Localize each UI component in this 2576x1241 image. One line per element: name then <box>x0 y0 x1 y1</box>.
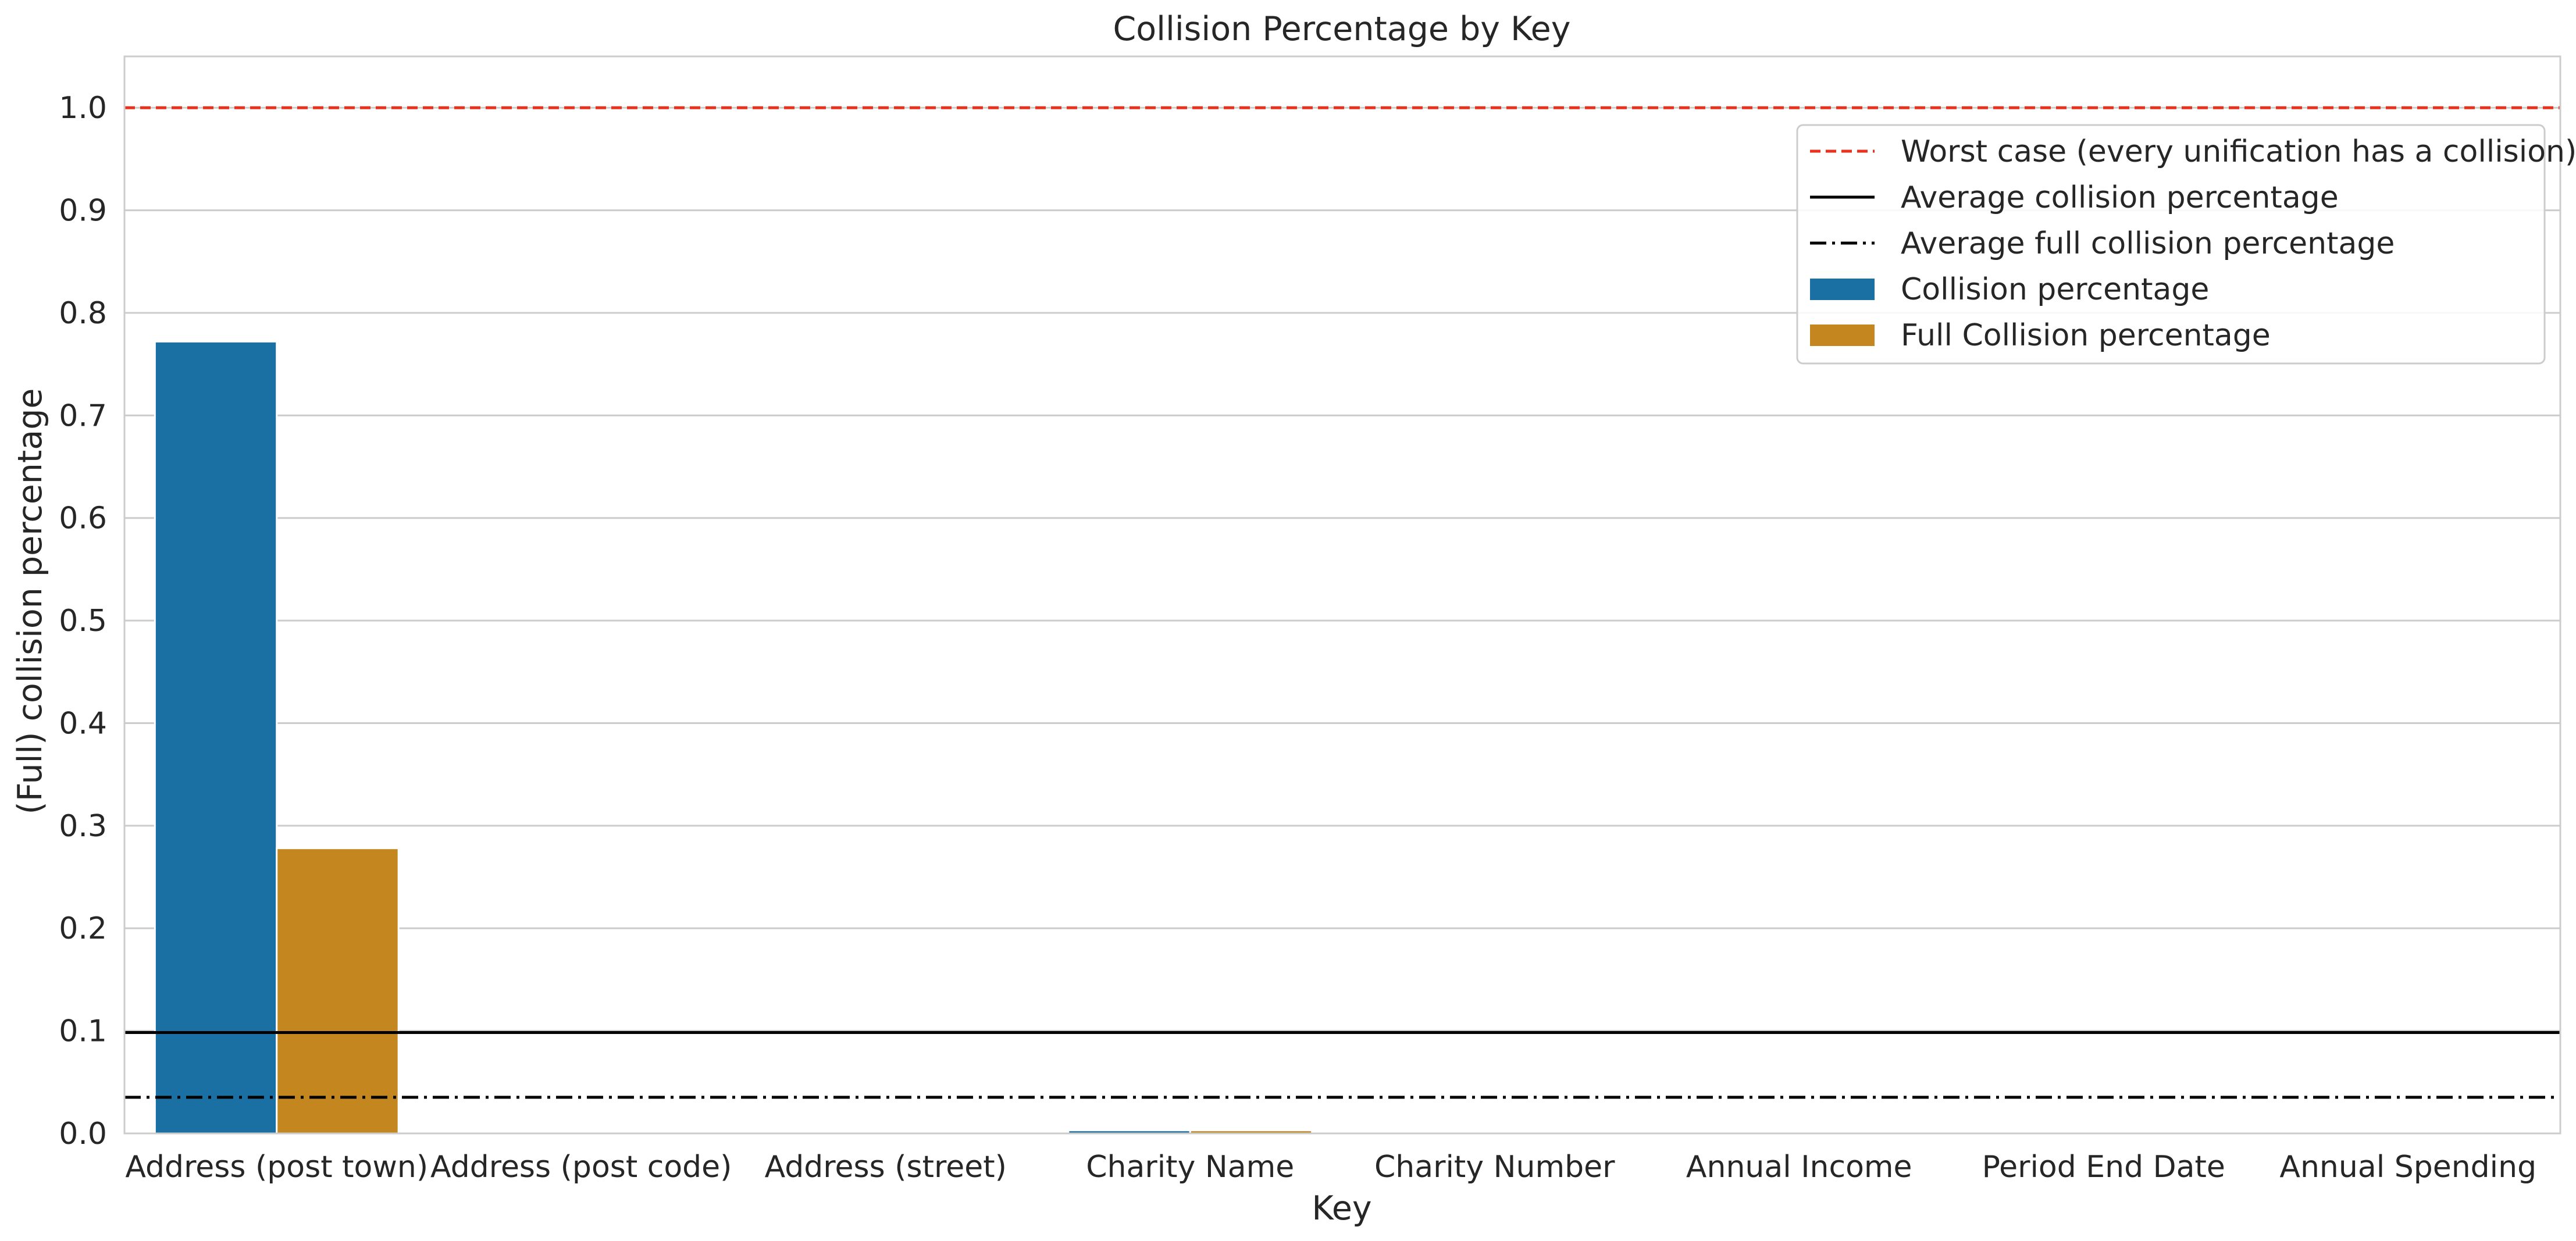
y-tick-label: 0.9 <box>59 194 107 229</box>
x-tick-label: Charity Number <box>1374 1150 1615 1185</box>
legend-label: Average full collision percentage <box>1901 226 2395 261</box>
y-axis-label: (Full) collision percentage <box>11 388 49 815</box>
legend-label: Average collision percentage <box>1901 180 2339 215</box>
x-tick-label: Period End Date <box>1982 1150 2225 1185</box>
legend-label: Worst case (every unification has a coll… <box>1901 134 2576 169</box>
x-tick-label: Annual Spending <box>2279 1150 2536 1185</box>
plot-frame <box>123 55 2561 1135</box>
legend-box-swatch <box>1810 324 1875 346</box>
legend-label: Full Collision percentage <box>1901 318 2271 353</box>
bar-full-collision <box>276 847 400 1135</box>
legend-label: Collision percentage <box>1901 272 2209 307</box>
y-tick-label: 0.0 <box>59 1117 107 1151</box>
bar-collision <box>154 340 278 1135</box>
x-tick-label: Address (street) <box>765 1150 1007 1185</box>
y-tick-label: 0.6 <box>59 501 107 536</box>
y-tick-labels: 0.0 0.1 0.2 0.3 0.4 0.5 0.6 0.7 0.8 0.9 1.0 <box>59 91 107 1151</box>
legend-box-swatch <box>1810 279 1875 300</box>
x-tick-label: Address (post town) <box>125 1150 428 1185</box>
legend-frame <box>1796 124 2546 365</box>
x-tick-label: Charity Name <box>1086 1150 1294 1185</box>
chart-title: Collision Percentage by Key <box>1113 10 1571 48</box>
x-tick-labels: Address (post town) Address (post code) Ad… <box>125 1150 2536 1185</box>
y-tick-label: 0.3 <box>59 809 107 844</box>
x-axis-label: Key <box>1312 1189 1371 1228</box>
reference-lines <box>124 106 2560 1099</box>
y-tick-label: 0.4 <box>59 706 107 741</box>
x-tick-label: Address (post code) <box>430 1150 732 1185</box>
y-tick-label: 0.5 <box>59 604 107 639</box>
y-tick-label: 0.7 <box>59 398 107 433</box>
y-tick-label: 1.0 <box>59 91 107 126</box>
y-tick-label: 0.1 <box>59 1014 107 1049</box>
y-tick-label: 0.2 <box>59 911 107 946</box>
x-tick-label: Annual Income <box>1686 1150 1912 1185</box>
y-tick-label: 0.8 <box>59 296 107 331</box>
legend: Worst case (every unification has a coll… <box>1796 124 2576 365</box>
bars <box>154 340 1313 1135</box>
